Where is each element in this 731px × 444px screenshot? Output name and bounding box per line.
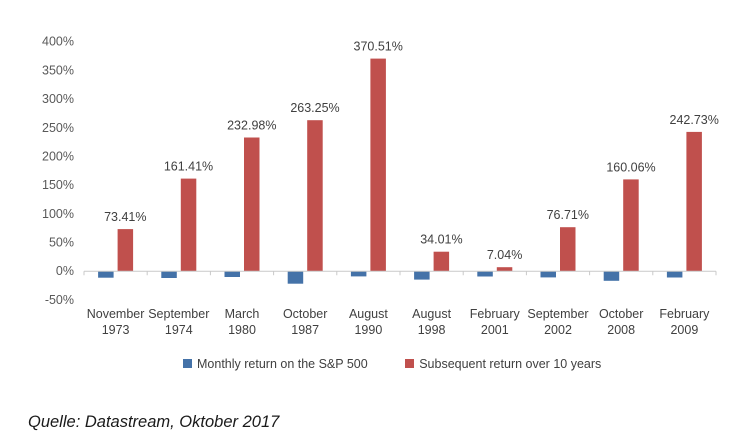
svg-text:August: August <box>349 307 388 321</box>
svg-text:250%: 250% <box>42 121 74 135</box>
svg-text:September: September <box>148 307 209 321</box>
svg-text:1990: 1990 <box>354 323 382 337</box>
svg-text:0%: 0% <box>56 264 74 278</box>
svg-text:34.01%: 34.01% <box>420 233 462 247</box>
svg-text:232.98%: 232.98% <box>227 119 276 133</box>
svg-text:76.71%: 76.71% <box>547 208 589 222</box>
svg-text:150%: 150% <box>42 178 74 192</box>
svg-text:-50%: -50% <box>45 293 74 307</box>
svg-text:263.25%: 263.25% <box>290 101 339 115</box>
svg-text:September: September <box>527 307 588 321</box>
svg-text:1980: 1980 <box>228 323 256 337</box>
svg-text:100%: 100% <box>42 207 74 221</box>
svg-text:2009: 2009 <box>670 323 698 337</box>
svg-text:2008: 2008 <box>607 323 635 337</box>
svg-text:March: March <box>225 307 260 321</box>
svg-text:73.41%: 73.41% <box>104 210 146 224</box>
svg-text:161.41%: 161.41% <box>164 160 213 174</box>
svg-text:2002: 2002 <box>544 323 572 337</box>
svg-text:50%: 50% <box>49 236 74 250</box>
svg-text:1998: 1998 <box>418 323 446 337</box>
svg-text:February: February <box>470 307 521 321</box>
svg-text:242.73%: 242.73% <box>670 113 719 127</box>
svg-text:October: October <box>283 307 327 321</box>
svg-text:October: October <box>599 307 643 321</box>
svg-text:February: February <box>659 307 710 321</box>
svg-text:1987: 1987 <box>291 323 319 337</box>
svg-text:August: August <box>412 307 451 321</box>
svg-text:400%: 400% <box>42 35 74 49</box>
svg-text:1974: 1974 <box>165 323 193 337</box>
svg-text:370.51%: 370.51% <box>354 40 403 54</box>
svg-text:7.04%: 7.04% <box>487 248 522 262</box>
svg-text:300%: 300% <box>42 92 74 106</box>
svg-text:1973: 1973 <box>102 323 130 337</box>
svg-text:350%: 350% <box>42 63 74 77</box>
svg-text:2001: 2001 <box>481 323 509 337</box>
svg-text:160.06%: 160.06% <box>606 160 655 174</box>
svg-text:200%: 200% <box>42 150 74 164</box>
svg-text:November: November <box>87 307 145 321</box>
